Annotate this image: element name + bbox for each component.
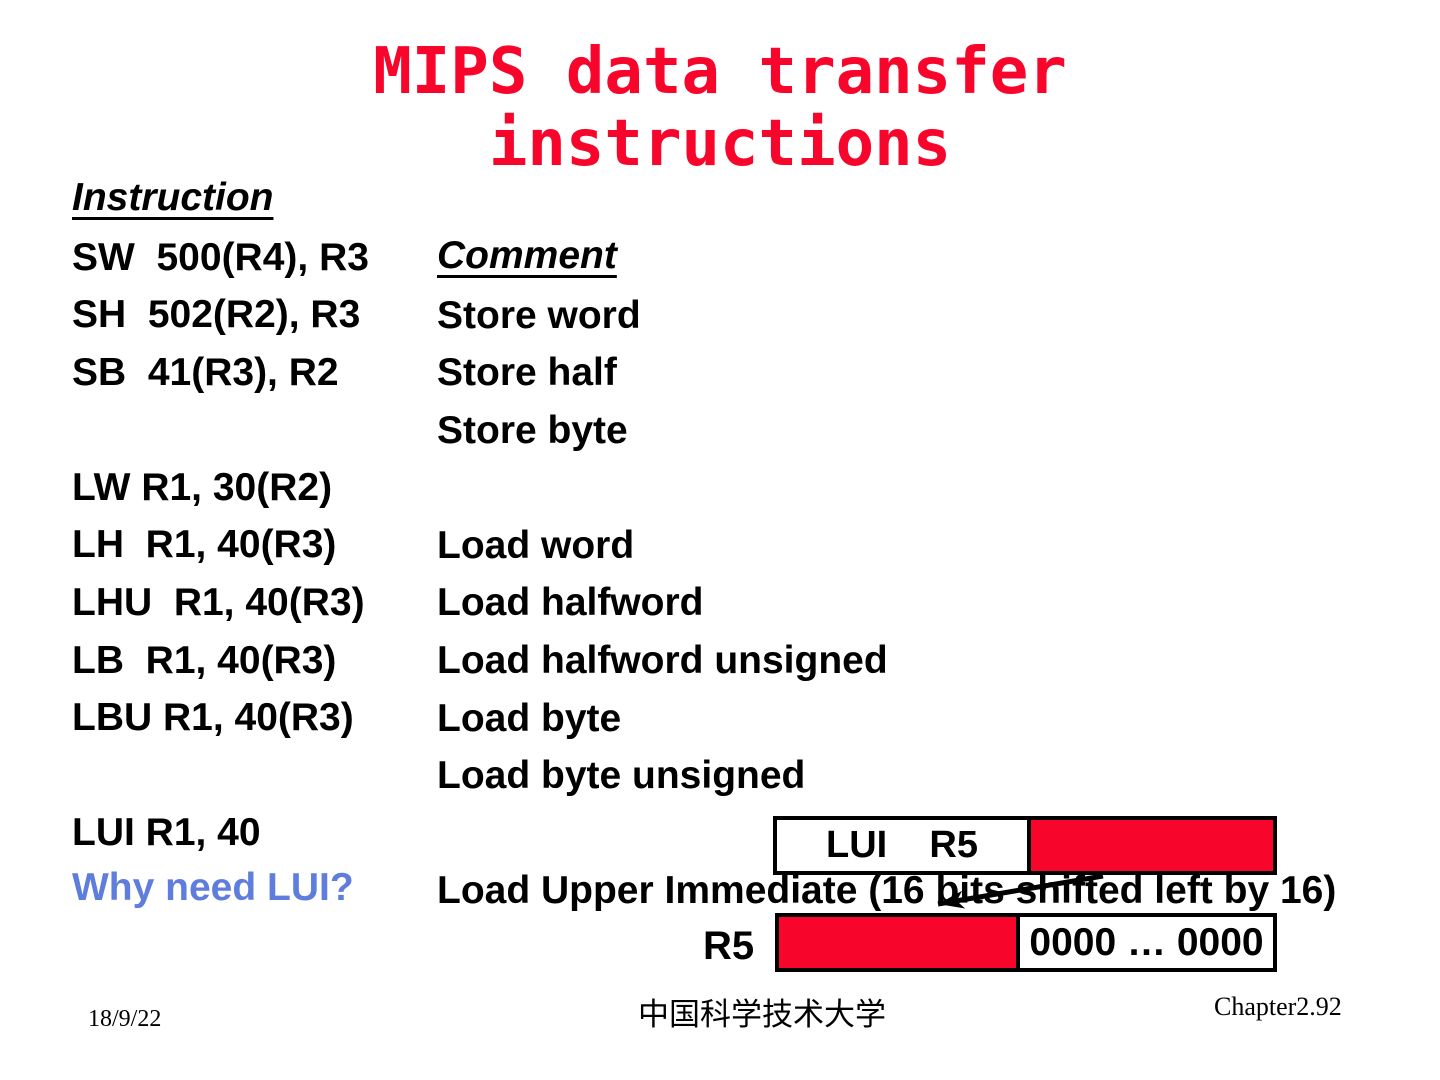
footer-page-number: Chapter2.92 (1214, 992, 1342, 1021)
slide-title: MIPS data transfer instructions (0, 36, 1440, 180)
lui-instruction-box: LUI R5 (773, 816, 1277, 875)
table-row: LUI R1, 40 Load Upper Immediate (16 bits… (0, 746, 1440, 912)
table-row: SB 41(R3), R2 Store byte (0, 286, 1440, 452)
footer-organization: 中国科学技术大学 (638, 997, 886, 1032)
why-need-lui-question: Why need LUI? (72, 866, 354, 909)
lui-opcode-register-segment: LUI R5 (777, 820, 1031, 871)
instruction-cell: LB R1, 40(R3) (72, 639, 337, 682)
table-row: LBU R1, 40(R3) Load byte unsigned (0, 631, 1440, 797)
table-header-row: Instruction Comment (0, 111, 1440, 277)
comment-cell: Store word (437, 294, 641, 337)
comment-cell: Store half (437, 351, 617, 394)
register-name-label: R5 (703, 924, 755, 968)
instruction-cell: LW R1, 30(R2) (72, 466, 333, 509)
r5-register-box: 0000 … 0000 (775, 913, 1277, 972)
instruction-cell: LHU R1, 40(R3) (72, 581, 365, 624)
instruction-cell: LUI R1, 40 (72, 811, 261, 854)
comment-cell: Load halfword (437, 581, 704, 624)
r5-lower-half-value: 0000 … 0000 (1029, 920, 1264, 964)
table-row: LW R1, 30(R2) Load word (0, 401, 1440, 567)
instruction-cell: SH 502(R2), R3 (72, 293, 361, 336)
comment-cell: Load word (437, 524, 635, 567)
instruction-cell: SB 41(R3), R2 (72, 351, 339, 394)
comment-cell: Load byte unsigned (437, 754, 806, 797)
r5-upper-half-segment (779, 917, 1020, 968)
instruction-cell: SW 500(R4), R3 (72, 236, 369, 279)
comment-cell: Store byte (437, 409, 628, 452)
r5-lower-half-segment: 0000 … 0000 (1020, 917, 1273, 968)
footer-date: 18/9/22 (88, 1006, 162, 1032)
table-row: LB R1, 40(R3) Load byte (0, 574, 1440, 740)
comment-cell: Load halfword unsigned (437, 639, 888, 682)
comment-cell: Load byte (437, 697, 622, 740)
table-row: LHU R1, 40(R3) Load halfword unsigned (0, 516, 1440, 682)
table-row: SW 500(R4), R3 Store word (0, 171, 1440, 337)
column-header-comment: Comment (437, 234, 617, 277)
instruction-cell: LBU R1, 40(R3) (72, 696, 354, 739)
table-row: LH R1, 40(R3) Load halfword (0, 458, 1440, 624)
table-row: SH 502(R2), R3 Store half (0, 228, 1440, 394)
slide-title-line2: instructions (488, 107, 952, 181)
column-header-instruction: Instruction (72, 176, 274, 219)
lui-immediate-segment (1031, 820, 1273, 871)
instruction-cell: LH R1, 40(R3) (72, 523, 337, 566)
lui-instruction-text: LUI R5 (825, 824, 979, 866)
slide-title-line1: MIPS data transfer (373, 35, 1067, 109)
